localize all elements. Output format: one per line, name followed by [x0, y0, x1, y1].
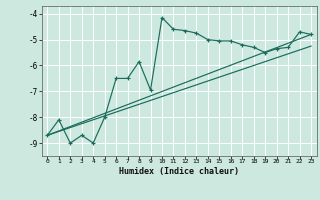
- X-axis label: Humidex (Indice chaleur): Humidex (Indice chaleur): [119, 167, 239, 176]
